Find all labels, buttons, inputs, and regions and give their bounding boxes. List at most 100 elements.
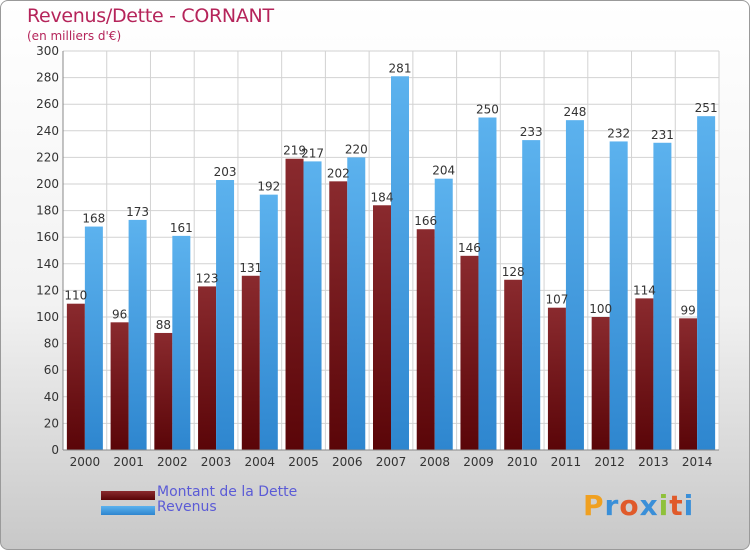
bar-revenus [565, 120, 584, 450]
bar-revenus [347, 157, 366, 450]
bar-revenus [216, 180, 235, 450]
x-tick-label: 2002 [157, 455, 188, 469]
legend-swatch-dette [101, 491, 155, 500]
data-label-revenus: 250 [476, 103, 499, 117]
data-label-dette: 100 [589, 302, 612, 316]
bar-revenus [609, 141, 628, 450]
bar-revenus [522, 140, 541, 451]
bar-revenus [697, 116, 716, 451]
chart-title: Revenus/Dette - CORNANT [27, 5, 274, 27]
bar-revenus [84, 226, 103, 450]
bar-dette [460, 255, 479, 450]
data-label-dette: 128 [502, 265, 525, 279]
data-label-dette: 184 [371, 190, 394, 204]
data-label-dette: 123 [196, 271, 219, 285]
data-label-dette: 166 [414, 214, 437, 228]
x-tick-label: 2004 [245, 455, 276, 469]
x-tick-label: 2010 [507, 455, 538, 469]
bar-revenus [259, 194, 278, 450]
x-tick-label: 2000 [70, 455, 101, 469]
data-label-revenus: 168 [82, 212, 105, 226]
bar-dette [635, 298, 654, 450]
y-tick-label: 300 [36, 44, 59, 58]
data-label-dette: 99 [680, 303, 695, 317]
bar-revenus [128, 219, 147, 450]
logo-letter: t [669, 489, 684, 522]
x-tick-label: 2001 [113, 455, 144, 469]
legend-label-dette: Montant de la Dette [157, 484, 298, 500]
axis-layer: 0 20 40 60 80 100 120 140 160 180 200 220 240 260 280 3… [36, 44, 719, 469]
logo-letter: o [619, 489, 640, 522]
data-label-revenus: 161 [170, 221, 193, 235]
data-label-revenus: 233 [520, 125, 543, 139]
data-label-revenus: 173 [126, 205, 149, 219]
data-label-dette: 96 [112, 307, 127, 321]
bar-dette [110, 322, 129, 450]
bar-revenus [172, 235, 191, 450]
bar-dette [504, 279, 523, 450]
bar-dette [416, 229, 435, 450]
y-tick-label: 100 [36, 310, 59, 324]
x-tick-label: 2008 [419, 455, 450, 469]
y-tick-label: 180 [36, 204, 59, 218]
chart-subtitle: (en milliers d'€) [27, 29, 122, 43]
y-tick-label: 240 [36, 124, 59, 138]
y-tick-label: 80 [44, 337, 59, 351]
y-tick-label: 200 [36, 177, 59, 191]
data-label-dette: 146 [458, 241, 481, 255]
x-tick-label: 2013 [638, 455, 669, 469]
y-tick-label: 280 [36, 71, 59, 85]
y-tick-label: 140 [36, 257, 59, 271]
legend-swatch-revenus [101, 506, 155, 515]
data-label-revenus: 281 [389, 61, 412, 75]
bar-revenus [391, 76, 409, 451]
data-label-revenus: 231 [651, 128, 674, 142]
bar-dette [198, 286, 217, 450]
data-label-revenus: 204 [432, 164, 455, 178]
logo-letter: i [658, 489, 670, 522]
bar-dette [547, 307, 566, 450]
data-label-dette: 114 [633, 283, 656, 297]
y-tick-label: 60 [44, 363, 59, 377]
bar-revenus [478, 117, 497, 450]
bars-layer [66, 76, 716, 451]
x-tick-label: 2012 [594, 455, 625, 469]
x-tick-label: 2006 [332, 455, 363, 469]
proxiti-logo: Proxiti [583, 489, 694, 522]
data-label-dette: 88 [156, 318, 171, 332]
logo-letter: i [683, 489, 695, 522]
x-tick-label: 2011 [551, 455, 582, 469]
data-label-dette: 202 [327, 166, 350, 180]
y-tick-label: 0 [51, 443, 59, 457]
data-label-dette: 219 [283, 144, 306, 158]
x-tick-label: 2005 [288, 455, 319, 469]
data-label-revenus: 217 [301, 146, 324, 160]
y-tick-label: 120 [36, 283, 59, 297]
y-tick-label: 220 [36, 150, 59, 164]
bar-dette [241, 275, 260, 450]
data-label-dette: 110 [64, 289, 87, 303]
bar-dette [285, 158, 304, 451]
bar-dette [329, 181, 348, 450]
data-label-revenus: 248 [563, 105, 586, 119]
bar-revenus [434, 178, 453, 450]
x-tick-label: 2009 [463, 455, 494, 469]
bar-revenus [303, 161, 322, 450]
bar-dette [373, 205, 391, 450]
bar-dette [591, 317, 610, 450]
y-tick-label: 40 [44, 390, 59, 404]
data-label-revenus: 251 [695, 101, 718, 115]
data-label-revenus: 220 [345, 142, 368, 156]
data-label-revenus: 203 [214, 165, 237, 179]
x-tick-label: 2003 [201, 455, 232, 469]
logo-letter: P [583, 489, 605, 522]
data-label-dette: 107 [545, 293, 568, 307]
y-tick-label: 160 [36, 230, 59, 244]
x-tick-label: 2007 [376, 455, 407, 469]
x-tick-label: 2014 [682, 455, 713, 469]
y-tick-label: 20 [44, 416, 59, 430]
logo-letter: x [639, 489, 659, 522]
legend-label-revenus: Revenus [157, 499, 217, 515]
